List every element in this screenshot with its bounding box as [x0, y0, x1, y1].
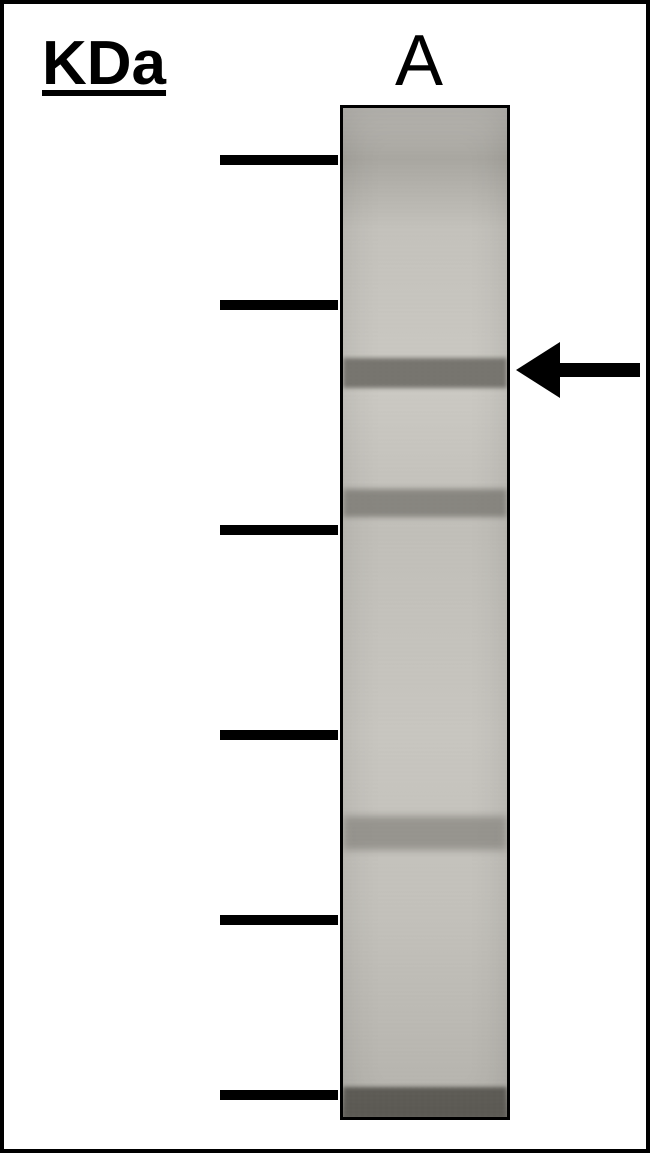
- ladder-tick: [220, 525, 338, 535]
- ladder-tick: [220, 155, 338, 165]
- blot-figure: KDa A 170 130 95 72 55 43: [0, 0, 650, 1153]
- ladder-tick: [220, 1090, 338, 1100]
- lane-a: [340, 105, 510, 1120]
- ladder-labels: 170 130 95 72 55 43: [0, 0, 210, 1153]
- ladder-tick: [220, 300, 338, 310]
- lane-a-label: A: [395, 20, 443, 102]
- ladder-tick: [220, 730, 338, 740]
- ladder-ticks: [220, 0, 340, 1153]
- arrow-head-icon: [516, 342, 560, 398]
- ladder-tick: [220, 915, 338, 925]
- arrow-shaft: [558, 363, 640, 377]
